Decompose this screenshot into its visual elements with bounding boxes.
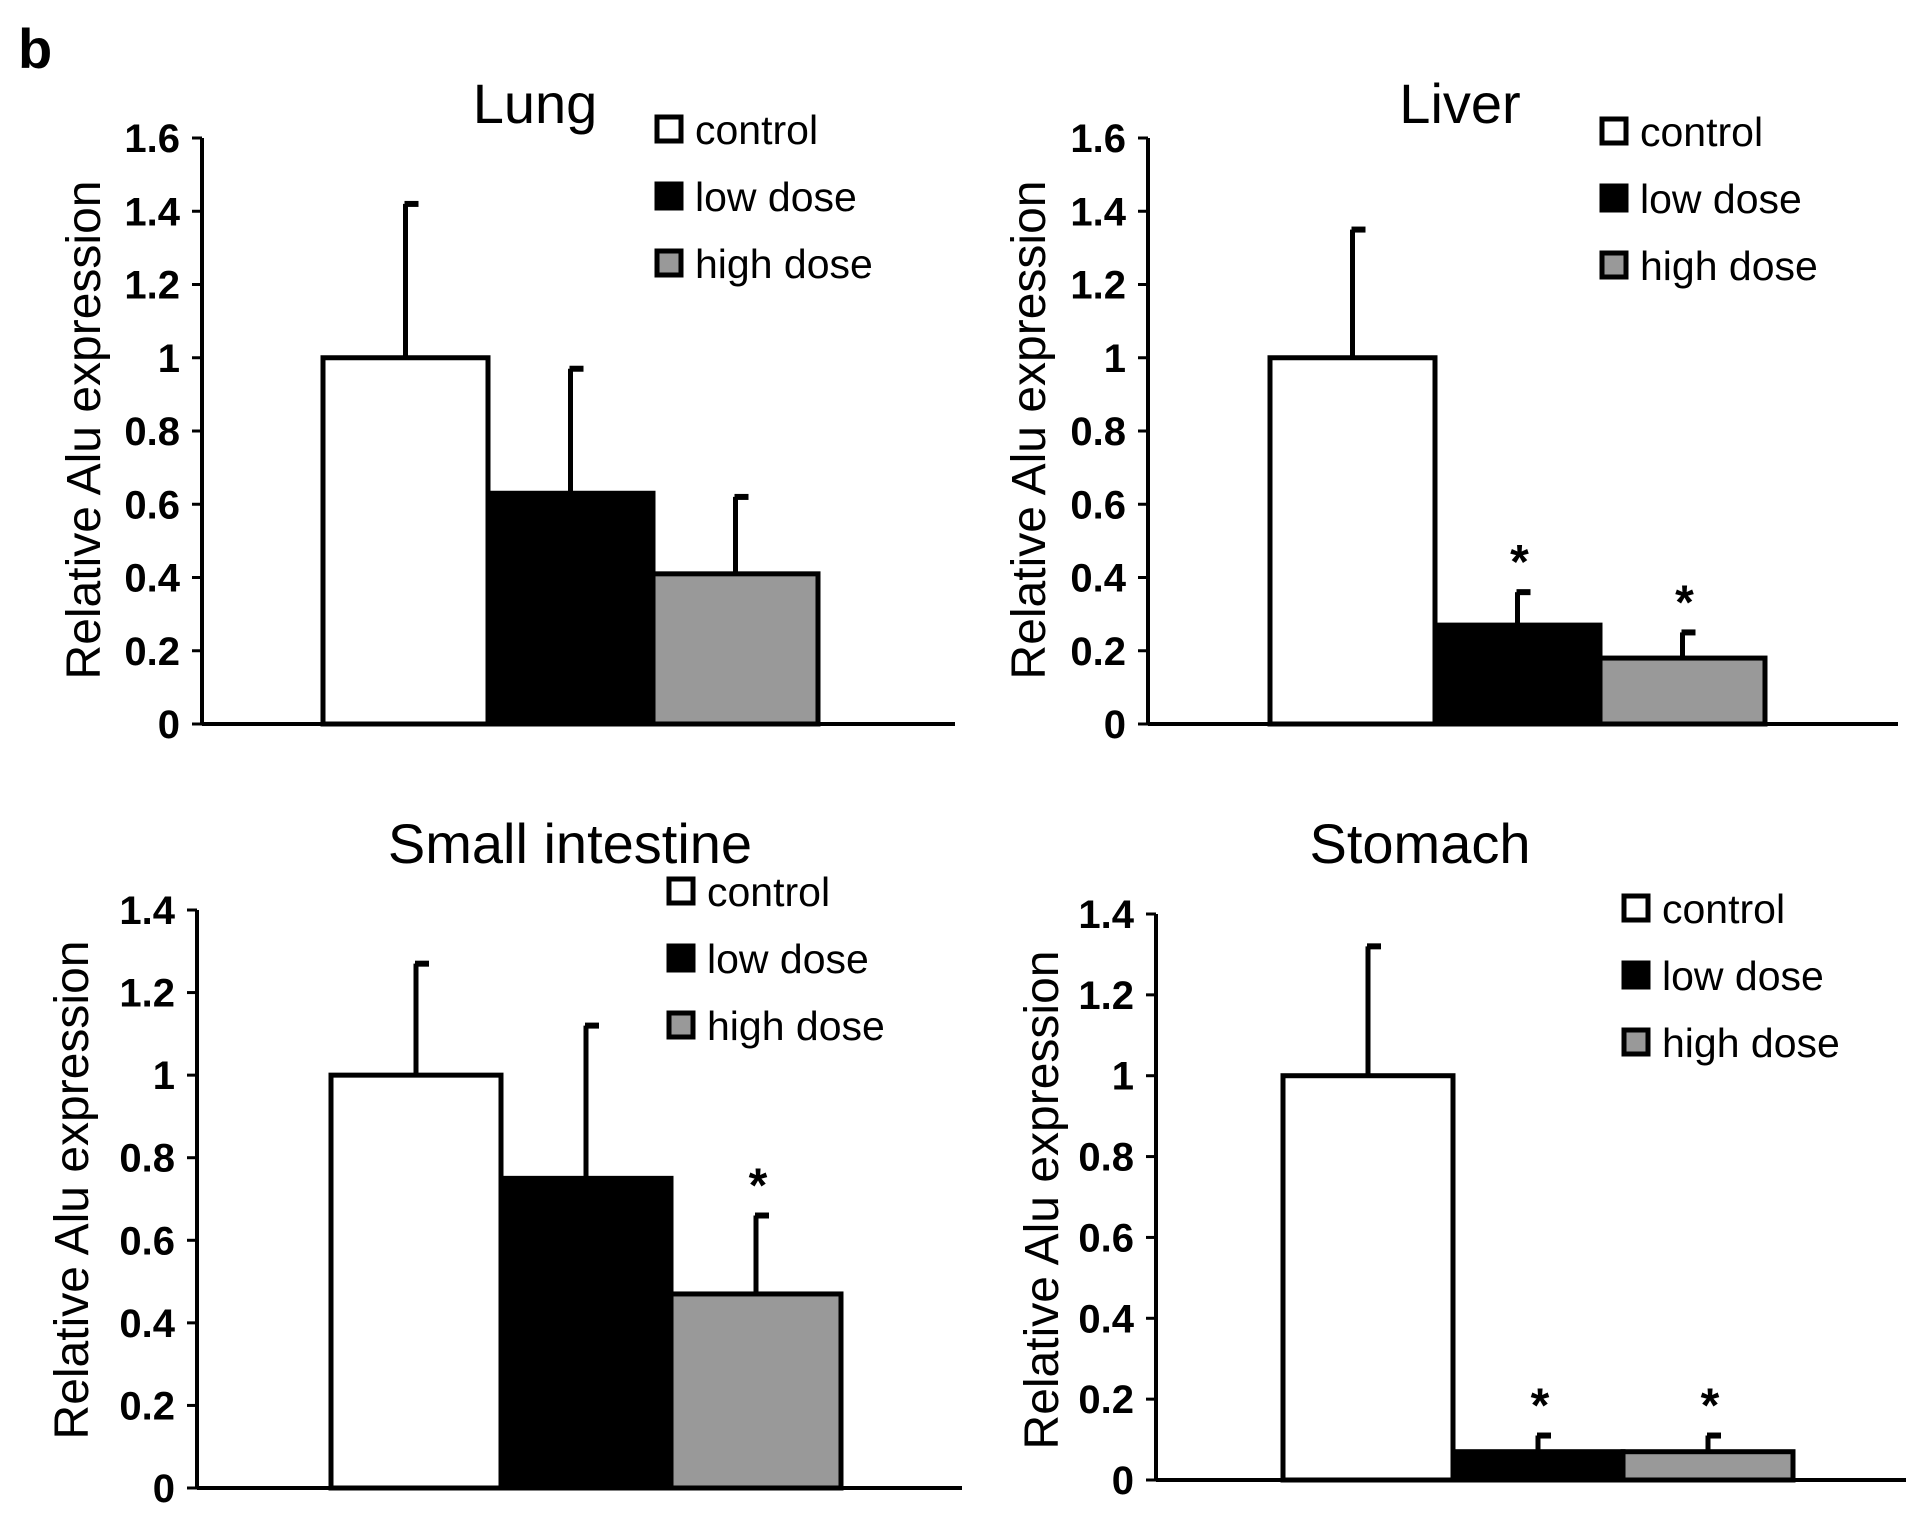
y-tick-label: 1 [153, 1054, 175, 1098]
significance-star: * [749, 1160, 768, 1213]
significance-star: * [1701, 1380, 1720, 1433]
y-tick-label: 0.6 [1070, 483, 1126, 527]
chart-title: Stomach [1310, 812, 1531, 875]
y-tick-label: 0 [158, 703, 180, 747]
legend-label: low dose [1640, 176, 1802, 222]
y-tick-label: 0.4 [124, 557, 180, 601]
bar-control [1267, 355, 1438, 727]
bar-low-dose [1432, 622, 1603, 727]
legend-swatch [1599, 250, 1629, 280]
y-tick-label: 0.4 [1070, 557, 1126, 601]
legend-swatch [1599, 183, 1629, 213]
legend-swatch [1621, 1027, 1651, 1057]
legend-label: low dose [707, 936, 869, 982]
y-tick-label: 0.8 [1070, 410, 1126, 454]
bar-control [1280, 1073, 1456, 1483]
y-tick-label: 1.4 [124, 190, 180, 234]
chart-title: Liver [1399, 72, 1520, 135]
legend-label: control [695, 107, 818, 153]
y-tick-label: 1 [1112, 1055, 1134, 1099]
y-tick-label: 0 [153, 1467, 175, 1511]
bar-control [320, 355, 491, 727]
y-tick-label: 0.2 [124, 630, 180, 674]
y-tick-label: 1.2 [1078, 974, 1134, 1018]
bar-high-dose [650, 571, 821, 727]
legend-label: control [707, 869, 830, 915]
y-tick-label: 0.2 [119, 1384, 175, 1428]
panel-label: b [18, 17, 52, 80]
legend-label: low dose [695, 174, 857, 220]
legend-swatch [654, 181, 684, 211]
chart-liver: Liver Relative Alu expression 0 0.2 0.4 0.6 0.… [1003, 72, 1898, 747]
y-tick-label: 0.2 [1070, 630, 1126, 674]
y-tick-label: 1 [158, 337, 180, 381]
bar-low-dose [498, 1175, 674, 1491]
significance-star: * [1675, 576, 1694, 629]
y-tick-label: 1.4 [119, 889, 175, 933]
bar-high-dose [668, 1291, 844, 1491]
legend-label: high dose [695, 241, 873, 287]
y-tick-label: 0.8 [124, 410, 180, 454]
y-axis-label: Relative Alu expression [58, 181, 111, 680]
chart-lung: Lung Relative Alu expression 0 0.2 0.4 0.6 0.8… [58, 72, 955, 747]
chart-title: Small intestine [388, 812, 752, 875]
chart-stomach: Stomach Relative Alu expression 0 0.2 0.4 0.6… [1016, 812, 1906, 1503]
y-tick-label: 1.6 [1070, 117, 1126, 161]
y-tick-label: 0.4 [119, 1302, 175, 1346]
y-tick-label: 0 [1104, 703, 1126, 747]
y-tick-label: 0 [1112, 1459, 1134, 1503]
chart-title: Lung [473, 72, 598, 135]
legend-label: control [1640, 109, 1763, 155]
y-tick-label: 1.4 [1070, 190, 1126, 234]
legend-label: control [1662, 886, 1785, 932]
y-tick-label: 0.8 [1078, 1136, 1134, 1180]
y-tick-label: 1.6 [124, 117, 180, 161]
legend-swatch [666, 943, 696, 973]
bar-high-dose [1620, 1449, 1796, 1483]
y-tick-label: 1.2 [119, 972, 175, 1016]
y-tick-label: 1 [1104, 337, 1126, 381]
y-axis-label: Relative Alu expression [1016, 951, 1069, 1450]
legend-swatch [654, 248, 684, 278]
y-tick-label: 0.6 [1078, 1216, 1134, 1260]
y-tick-label: 1.2 [1070, 264, 1126, 308]
y-axis-label: Relative Alu expression [1003, 181, 1056, 680]
y-tick-label: 1.2 [124, 264, 180, 308]
legend-swatch [666, 876, 696, 906]
legend-swatch [666, 1010, 696, 1040]
bar-low-dose [1450, 1449, 1626, 1483]
legend-swatch [654, 114, 684, 144]
chart-small-intestine: Small intestine Relative Alu expression 0 0… [46, 812, 962, 1511]
significance-star: * [1510, 536, 1529, 589]
legend-label: high dose [1662, 1020, 1840, 1066]
legend-swatch [1599, 116, 1629, 146]
y-axis-label: Relative Alu expression [46, 941, 99, 1440]
legend-label: high dose [707, 1003, 885, 1049]
bar-high-dose [1597, 655, 1768, 727]
legend-label: high dose [1640, 243, 1818, 289]
y-tick-label: 1.4 [1078, 893, 1134, 937]
bar-low-dose [485, 490, 656, 727]
legend-swatch [1621, 893, 1651, 923]
legend-swatch [1621, 960, 1651, 990]
legend-label: low dose [1662, 953, 1824, 999]
y-tick-label: 0.4 [1078, 1297, 1134, 1341]
y-tick-label: 0.2 [1078, 1378, 1134, 1422]
y-tick-label: 0.8 [119, 1137, 175, 1181]
bar-control [328, 1072, 504, 1491]
significance-star: * [1531, 1380, 1550, 1433]
y-tick-label: 0.6 [119, 1219, 175, 1263]
y-tick-label: 0.6 [124, 483, 180, 527]
